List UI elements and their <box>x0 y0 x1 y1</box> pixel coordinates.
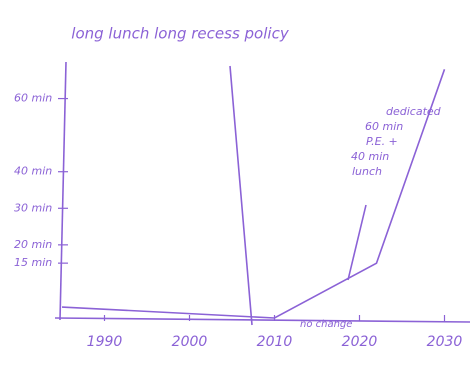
x-tick-label: 2020 <box>342 334 378 350</box>
x-tick-label: 1990 <box>87 334 123 350</box>
x-axis <box>54 317 471 323</box>
y-tick-label: 60 min <box>14 92 52 105</box>
y-tick-label: 40 min <box>14 165 52 178</box>
x-tick-label: 2000 <box>172 334 208 350</box>
annotation: no change <box>300 319 352 330</box>
chart-title: long lunch long recess policy <box>71 25 290 43</box>
annotation-arrow <box>347 204 367 281</box>
x-tick-label: 2010 <box>257 334 293 350</box>
annotation: dedicated <box>386 105 442 118</box>
marker-line <box>229 65 253 326</box>
y-tick-label: 20 min <box>14 238 52 251</box>
data-line <box>61 69 446 319</box>
x-tick-label: 2030 <box>427 334 463 350</box>
annotation: P.E. + <box>366 135 398 148</box>
annotation: 40 min <box>351 150 389 163</box>
annotation: lunch <box>352 165 382 178</box>
annotation: 60 min <box>365 120 403 133</box>
y-axis <box>59 61 67 321</box>
y-tick-label: 30 min <box>14 201 52 214</box>
y-tick-label: 15 min <box>14 256 52 269</box>
